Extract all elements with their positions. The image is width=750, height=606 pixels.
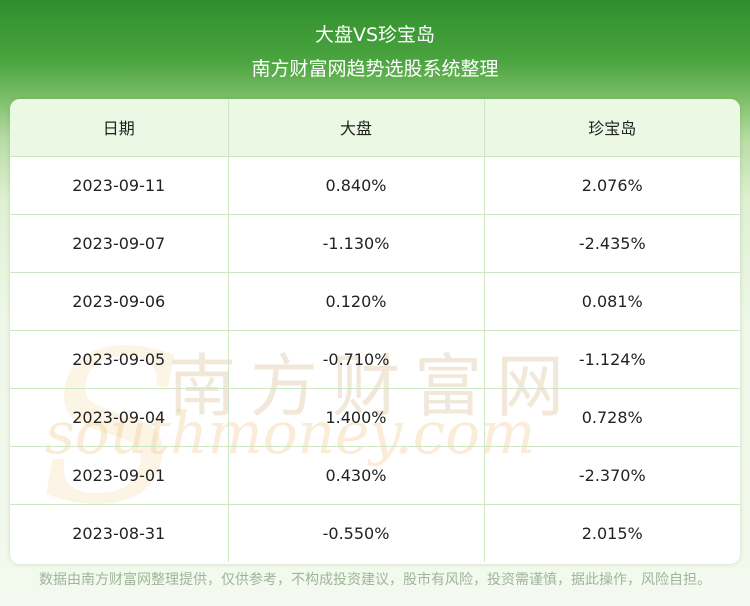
cell-market: 0.430% — [228, 446, 485, 505]
table-row: 2023-09-04 1.400% 0.728% — [10, 388, 740, 447]
cell-market: 1.400% — [228, 388, 485, 447]
cell-date: 2023-09-01 — [10, 446, 229, 505]
table-row: 2023-08-31 -0.550% 2.015% — [10, 504, 740, 562]
table-row: 2023-09-01 0.430% -2.370% — [10, 446, 740, 505]
cell-date: 2023-09-11 — [10, 156, 229, 215]
cell-date: 2023-09-06 — [10, 272, 229, 331]
cell-market: 0.840% — [228, 156, 485, 215]
table-row: 2023-09-07 -1.130% -2.435% — [10, 214, 740, 273]
column-header-date: 日期 — [10, 99, 229, 157]
cell-market: -0.550% — [228, 504, 485, 562]
cell-stock: -1.124% — [484, 330, 740, 389]
cell-stock: 2.015% — [581, 523, 643, 543]
cell-stock: 0.081% — [484, 272, 740, 331]
cell-date: 2023-09-04 — [10, 388, 229, 447]
table-header-row: 日期 大盘 珍宝岛 — [10, 99, 740, 157]
cell-stock: 2.076% — [484, 156, 740, 215]
cell-stock: -2.435% — [484, 214, 740, 273]
comparison-table: 日期 大盘 珍宝岛 2023-09-11 0.840% 2.076% 2023-… — [10, 99, 740, 562]
cell-date: 2023-08-31 — [10, 504, 229, 562]
data-card: S 南方财富网 southmoney.com 日期 大盘 珍宝岛 2023-09… — [10, 99, 740, 564]
page-subtitle: 南方财富网趋势选股系统整理 — [251, 58, 499, 80]
cell-market: 0.120% — [228, 272, 485, 331]
cell-date: 2023-09-05 — [10, 330, 229, 389]
cell-market: -0.710% — [228, 330, 485, 389]
cell-market: -1.130% — [228, 214, 485, 273]
cell-stock: -2.370% — [484, 446, 740, 505]
page-title: 大盘VS珍宝岛 — [314, 24, 436, 46]
column-header-market: 大盘 — [228, 99, 485, 157]
table-row: 2023-09-05 -0.710% -1.124% — [10, 330, 740, 389]
disclaimer-footer: 数据由南方财富网整理提供，仅供参考，不构成投资建议，股市有风险，投资需谨慎，据此… — [39, 572, 711, 588]
table-row: 2023-09-11 0.840% 2.076% — [10, 156, 740, 215]
column-header-stock: 珍宝岛 — [484, 99, 740, 157]
cell-date: 2023-09-07 — [10, 214, 229, 273]
table-row: 2023-09-06 0.120% 0.081% — [10, 272, 740, 331]
cell-stock: 0.728% — [484, 388, 740, 447]
header: 大盘VS珍宝岛 南方财富网趋势选股系统整理 — [0, 0, 750, 100]
